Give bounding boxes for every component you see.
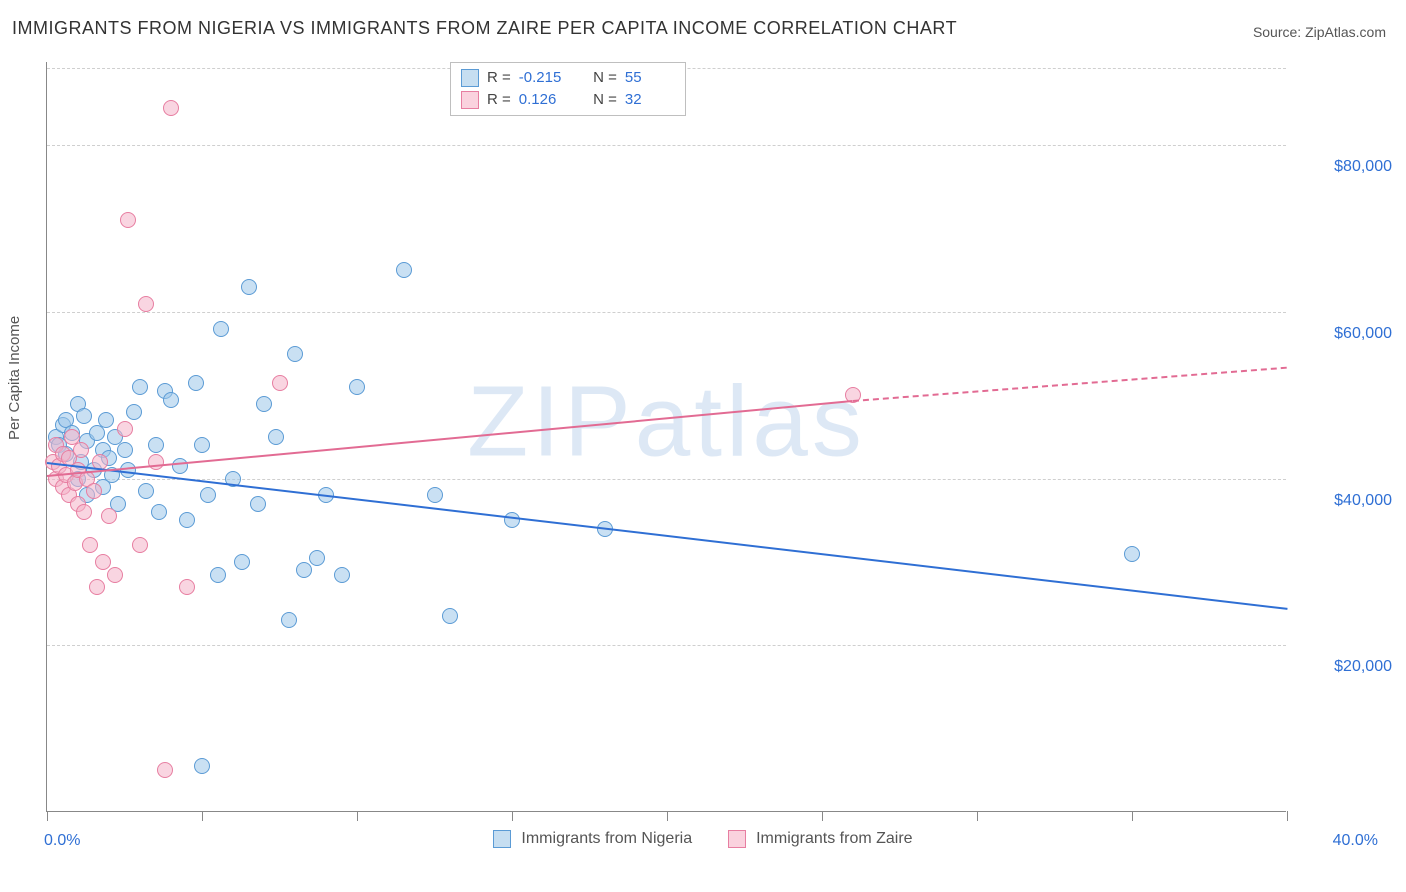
- data-point-zaire: [163, 100, 179, 116]
- data-point-nigeria: [250, 496, 266, 512]
- x-tick: [357, 811, 358, 821]
- trendline: [47, 400, 853, 477]
- watermark-text: ZIPatlas: [467, 364, 866, 479]
- gridline: [47, 645, 1286, 646]
- data-point-zaire: [120, 212, 136, 228]
- source-attribution: Source: ZipAtlas.com: [1253, 24, 1386, 40]
- data-point-nigeria: [194, 437, 210, 453]
- data-point-nigeria: [213, 321, 229, 337]
- data-point-nigeria: [210, 567, 226, 583]
- chart-title: IMMIGRANTS FROM NIGERIA VS IMMIGRANTS FR…: [12, 18, 957, 39]
- data-point-zaire: [148, 454, 164, 470]
- gridline: [47, 312, 1286, 313]
- data-point-nigeria: [442, 608, 458, 624]
- legend-item: Immigrants from Zaire: [728, 830, 912, 848]
- legend-item: Immigrants from Nigeria: [493, 830, 692, 848]
- stats-row: R = -0.215 N = 55: [461, 67, 675, 89]
- trendline: [47, 462, 1287, 610]
- x-tick: [1287, 811, 1288, 821]
- r-label: R =: [487, 67, 511, 89]
- y-tick-label: $80,000: [1296, 158, 1392, 176]
- data-point-nigeria: [349, 379, 365, 395]
- data-point-zaire: [95, 554, 111, 570]
- data-point-zaire: [179, 579, 195, 595]
- data-point-nigeria: [179, 512, 195, 528]
- y-axis-label: Per Capita Income: [6, 316, 23, 440]
- data-point-nigeria: [268, 429, 284, 445]
- x-tick: [977, 811, 978, 821]
- trendline-dashed: [853, 366, 1287, 401]
- data-point-nigeria: [194, 758, 210, 774]
- n-value: 32: [625, 89, 675, 111]
- plot-area: ZIPatlas $20,000$40,000$60,000$80,000: [46, 62, 1286, 812]
- legend-swatch: [461, 69, 479, 87]
- data-point-nigeria: [117, 442, 133, 458]
- data-point-nigeria: [241, 279, 257, 295]
- legend-swatch: [493, 830, 511, 848]
- gridline: [47, 145, 1286, 146]
- data-point-zaire: [89, 579, 105, 595]
- data-point-zaire: [272, 375, 288, 391]
- data-point-zaire: [138, 296, 154, 312]
- data-point-zaire: [157, 762, 173, 778]
- data-point-nigeria: [138, 483, 154, 499]
- legend-label: Immigrants from Zaire: [756, 830, 912, 848]
- data-point-nigeria: [132, 379, 148, 395]
- data-point-zaire: [107, 567, 123, 583]
- data-point-nigeria: [148, 437, 164, 453]
- y-tick-label: $20,000: [1296, 658, 1392, 676]
- data-point-nigeria: [98, 412, 114, 428]
- x-tick: [47, 811, 48, 821]
- data-point-zaire: [86, 483, 102, 499]
- data-point-nigeria: [126, 404, 142, 420]
- legend-swatch: [461, 91, 479, 109]
- data-point-zaire: [73, 442, 89, 458]
- data-point-nigeria: [396, 262, 412, 278]
- r-value: -0.215: [519, 67, 569, 89]
- r-value: 0.126: [519, 89, 569, 111]
- data-point-zaire: [101, 508, 117, 524]
- data-point-nigeria: [1124, 546, 1140, 562]
- data-point-zaire: [132, 537, 148, 553]
- data-point-nigeria: [256, 396, 272, 412]
- stats-row: R = 0.126 N = 32: [461, 89, 675, 111]
- n-label: N =: [593, 67, 617, 89]
- data-point-nigeria: [504, 512, 520, 528]
- data-point-nigeria: [281, 612, 297, 628]
- x-tick: [667, 811, 668, 821]
- r-label: R =: [487, 89, 511, 111]
- data-point-nigeria: [287, 346, 303, 362]
- data-point-zaire: [82, 537, 98, 553]
- data-point-zaire: [76, 504, 92, 520]
- data-point-nigeria: [76, 408, 92, 424]
- data-point-nigeria: [163, 392, 179, 408]
- x-tick: [822, 811, 823, 821]
- n-value: 55: [625, 67, 675, 89]
- data-point-nigeria: [151, 504, 167, 520]
- legend-label: Immigrants from Nigeria: [521, 830, 692, 848]
- legend-swatch: [728, 830, 746, 848]
- n-label: N =: [593, 89, 617, 111]
- data-point-nigeria: [172, 458, 188, 474]
- y-tick-label: $60,000: [1296, 325, 1392, 343]
- data-point-nigeria: [296, 562, 312, 578]
- data-point-nigeria: [234, 554, 250, 570]
- x-tick: [202, 811, 203, 821]
- y-tick-label: $40,000: [1296, 492, 1392, 510]
- data-point-nigeria: [427, 487, 443, 503]
- data-point-nigeria: [188, 375, 204, 391]
- x-tick: [1132, 811, 1133, 821]
- x-tick: [512, 811, 513, 821]
- series-legend: Immigrants from Nigeria Immigrants from Z…: [0, 830, 1406, 848]
- data-point-zaire: [117, 421, 133, 437]
- data-point-nigeria: [200, 487, 216, 503]
- data-point-nigeria: [334, 567, 350, 583]
- data-point-nigeria: [309, 550, 325, 566]
- correlation-stats-box: R = -0.215 N = 55 R = 0.126 N = 32: [450, 62, 686, 116]
